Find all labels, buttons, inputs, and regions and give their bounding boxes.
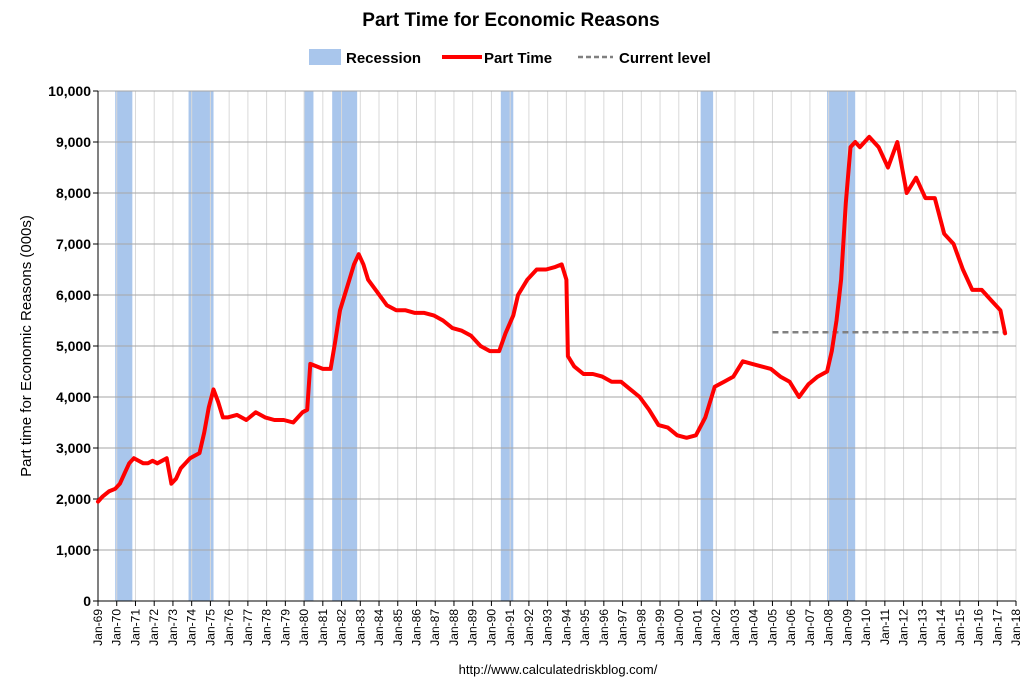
legend-part-time-label: Part Time — [484, 50, 552, 67]
x-tick-label-0: Jan-69 — [91, 609, 105, 646]
y-tick-label-2: 2,000 — [56, 491, 91, 507]
x-tick-label-37: Jan-06 — [784, 609, 798, 646]
x-tick-label-17: Jan-86 — [409, 609, 423, 646]
legend-recession-label: Recession — [346, 50, 421, 67]
series-layer — [96, 134, 1008, 504]
x-tick-label-38: Jan-07 — [803, 609, 817, 646]
y-tick-label-8: 8,000 — [56, 185, 91, 201]
x-tick-label-32: Jan-01 — [691, 609, 705, 646]
x-tick-label-29: Jan-98 — [634, 609, 648, 646]
x-tick-label-20: Jan-89 — [466, 609, 480, 646]
x-tick-label-6: Jan-75 — [203, 609, 217, 646]
x-tick-label-9: Jan-78 — [260, 609, 274, 646]
x-tick-label-26: Jan-95 — [578, 609, 592, 646]
y-axis-ticks: 0 1,000 2,000 3,000 4,000 5,000 6,000 7,000 8,00… — [48, 83, 98, 609]
x-tick-label-8: Jan-77 — [241, 609, 255, 646]
x-tick-label-47: Jan-16 — [972, 609, 986, 646]
x-tick-label-21: Jan-90 — [484, 609, 498, 646]
x-tick-label-40: Jan-09 — [840, 609, 854, 646]
grid — [97, 90, 1017, 602]
x-tick-label-42: Jan-11 — [878, 609, 892, 645]
x-tick-label-18: Jan-87 — [428, 609, 442, 646]
x-tick-label-31: Jan-00 — [672, 609, 686, 646]
x-tick-label-39: Jan-08 — [822, 609, 836, 646]
x-tick-label-23: Jan-92 — [522, 609, 536, 646]
x-tick-label-13: Jan-82 — [335, 609, 349, 646]
chart-title: Part Time for Economic Reasons — [362, 10, 659, 31]
y-axis-label: Part time for Economic Reasons (000s) — [18, 215, 35, 477]
y-tick-label-4: 4,000 — [56, 389, 91, 405]
x-tick-label-25: Jan-94 — [559, 609, 573, 646]
y-tick-label-1: 1,000 — [56, 542, 91, 558]
x-tick-label-49: Jan-18 — [1009, 609, 1023, 646]
x-tick-label-22: Jan-91 — [503, 609, 517, 646]
legend-recession-swatch — [309, 49, 341, 65]
x-tick-label-35: Jan-04 — [747, 609, 761, 646]
x-tick-label-41: Jan-10 — [859, 609, 873, 646]
x-tick-label-30: Jan-99 — [653, 609, 667, 646]
x-tick-label-4: Jan-73 — [166, 609, 180, 646]
legend-current-level-label: Current level — [619, 50, 711, 67]
x-tick-label-45: Jan-14 — [934, 609, 948, 646]
y-tick-label-10: 10,000 — [48, 83, 91, 99]
x-tick-label-46: Jan-15 — [953, 609, 967, 646]
x-tick-label-3: Jan-72 — [147, 609, 161, 646]
x-tick-label-28: Jan-97 — [616, 609, 630, 646]
y-tick-label-5: 5,000 — [56, 338, 91, 354]
x-tick-label-2: Jan-71 — [128, 609, 142, 646]
source-url: http://www.calculatedriskblog.com/ — [459, 662, 658, 677]
x-tick-label-15: Jan-84 — [372, 609, 386, 646]
series-line-part-time — [96, 134, 1008, 504]
x-tick-label-11: Jan-80 — [297, 609, 311, 646]
x-axis-ticks: Jan-69 Jan-70 Jan-71 Jan-72 Jan-73 Jan-74 Jan-… — [91, 601, 1023, 646]
x-tick-label-12: Jan-81 — [316, 609, 330, 646]
x-tick-label-5: Jan-74 — [185, 609, 199, 646]
x-tick-label-34: Jan-03 — [728, 609, 742, 646]
x-tick-label-1: Jan-70 — [110, 609, 124, 646]
y-tick-label-9: 9,000 — [56, 134, 91, 150]
y-tick-label-0: 0 — [83, 593, 91, 609]
x-tick-label-14: Jan-83 — [353, 609, 367, 646]
x-tick-label-43: Jan-12 — [897, 609, 911, 646]
x-tick-label-48: Jan-17 — [990, 609, 1004, 646]
x-tick-label-10: Jan-79 — [278, 609, 292, 646]
x-tick-label-36: Jan-05 — [765, 609, 779, 646]
x-tick-label-19: Jan-88 — [447, 609, 461, 646]
x-tick-label-16: Jan-85 — [391, 609, 405, 646]
x-tick-label-33: Jan-02 — [709, 609, 723, 646]
y-tick-label-3: 3,000 — [56, 440, 91, 456]
y-tick-label-7: 7,000 — [56, 236, 91, 252]
x-tick-label-24: Jan-93 — [541, 609, 555, 646]
legend: Recession Part Time Current level — [309, 49, 711, 67]
x-tick-label-27: Jan-96 — [597, 609, 611, 646]
y-tick-label-6: 6,000 — [56, 287, 91, 303]
x-tick-label-7: Jan-76 — [222, 609, 236, 646]
x-tick-label-44: Jan-13 — [915, 609, 929, 646]
